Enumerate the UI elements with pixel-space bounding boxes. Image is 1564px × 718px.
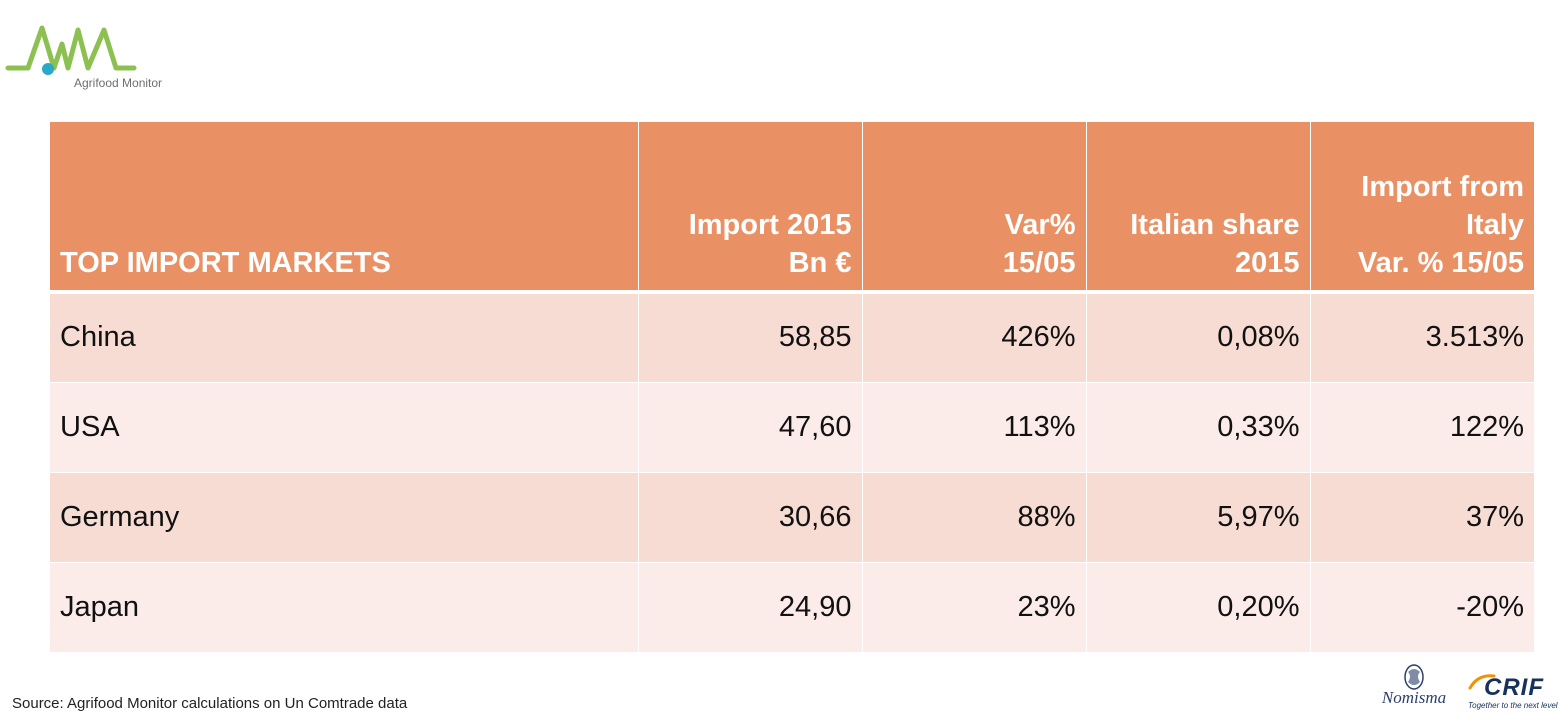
logo-text: Agrifood Monitor — [74, 76, 163, 90]
cell-var: 88% — [862, 472, 1087, 563]
source-note: Source: Agrifood Monitor calculations on… — [12, 695, 408, 712]
table-row: Japan 24,90 23% 0,20% -20% — [50, 562, 1534, 653]
nomisma-wordmark: Nomisma — [1381, 688, 1447, 707]
header-var: Var% 15/05 — [862, 122, 1087, 294]
cell-import: 30,66 — [638, 472, 863, 563]
header-market: TOP IMPORT MARKETS — [50, 122, 639, 294]
nomisma-emblem-icon — [1404, 664, 1424, 690]
cell-share: 0,20% — [1086, 562, 1311, 653]
crif-logo: CRIF Together to the next level — [1466, 668, 1562, 716]
cell-var: 426% — [862, 292, 1087, 383]
table-row: USA 47,60 113% 0,33% 122% — [50, 382, 1534, 473]
cell-import: 24,90 — [638, 562, 863, 653]
nomisma-logo: Nomisma — [1368, 662, 1460, 718]
table-header-row: TOP IMPORT MARKETS Import 2015 Bn € Var%… — [50, 122, 1534, 294]
cell-italy: 122% — [1310, 382, 1534, 473]
cell-share: 0,08% — [1086, 292, 1311, 383]
cell-var: 23% — [862, 562, 1087, 653]
header-import-2015: Import 2015 Bn € — [638, 122, 863, 294]
header-import-from-italy: Import from Italy Var. % 15/05 — [1310, 122, 1534, 294]
import-markets-table-container: TOP IMPORT MARKETS Import 2015 Bn € Var%… — [50, 122, 1534, 653]
cell-market: Japan — [50, 562, 639, 653]
cell-market: USA — [50, 382, 639, 473]
cell-share: 5,97% — [1086, 472, 1311, 563]
agrifood-monitor-logo: Agrifood Monitor — [4, 22, 174, 98]
table-row: Germany 30,66 88% 5,97% 37% — [50, 472, 1534, 563]
cell-italy: -20% — [1310, 562, 1534, 653]
crif-tagline: Together to the next level — [1468, 701, 1558, 710]
cell-italy: 3.513% — [1310, 292, 1534, 383]
cell-market: China — [50, 292, 639, 383]
crif-swoosh-icon — [1468, 674, 1496, 690]
cell-var: 113% — [862, 382, 1087, 473]
cell-import: 47,60 — [638, 382, 863, 473]
cell-import: 58,85 — [638, 292, 863, 383]
import-markets-table: TOP IMPORT MARKETS Import 2015 Bn € Var%… — [50, 122, 1534, 653]
cell-italy: 37% — [1310, 472, 1534, 563]
header-italian-share: Italian share 2015 — [1086, 122, 1311, 294]
pulse-logo-icon — [5, 25, 137, 75]
crif-wordmark: CRIF — [1484, 674, 1544, 701]
cell-share: 0,33% — [1086, 382, 1311, 473]
cell-market: Germany — [50, 472, 639, 563]
table-row: China 58,85 426% 0,08% 3.513% — [50, 292, 1534, 383]
